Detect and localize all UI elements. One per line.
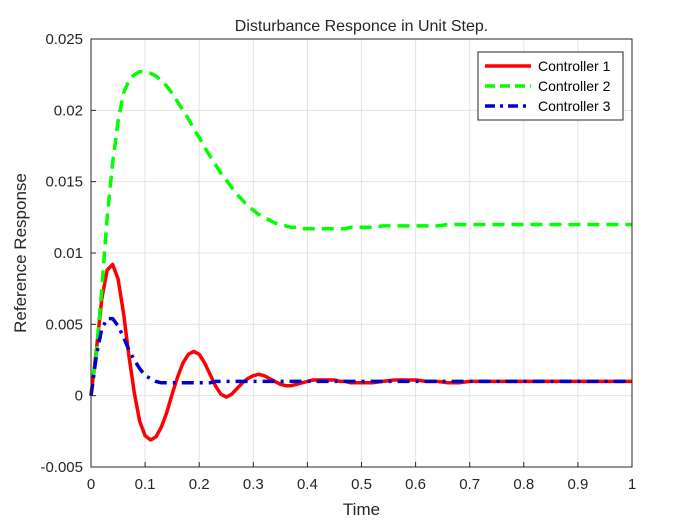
legend-label-1: Controller 1 — [538, 58, 611, 74]
y-tick-label: 0 — [75, 388, 83, 405]
x-tick-label: 0.1 — [135, 476, 156, 493]
x-tick-label: 0.8 — [513, 476, 534, 493]
legend: Controller 1 Controller 2 Controller 3 — [477, 51, 624, 121]
x-tick-label: 0 — [87, 476, 95, 493]
y-tick-label: 0.02 — [54, 102, 83, 119]
x-tick-label: 0.3 — [243, 476, 264, 493]
chart-title: Disturbance Responce in Unit Step. — [235, 18, 488, 35]
legend-label-3: Controller 3 — [538, 98, 611, 114]
x-tick-label: 0.6 — [405, 476, 426, 493]
x-tick-label: 0.7 — [459, 476, 480, 493]
x-tick-label: 0.2 — [189, 476, 210, 493]
legend-label-2: Controller 2 — [538, 78, 611, 94]
x-tick-label: 1 — [628, 476, 636, 493]
series-line-2 — [89, 70, 632, 396]
ticks: 0 0.1 0.2 0.3 0.4 0.5 0.6 0.7 0.8 0.9 1-0.00500.00… — [40, 31, 636, 493]
x-tick-label: 0.9 — [567, 476, 588, 493]
x-tick-label: 0.4 — [297, 476, 318, 493]
y-tick-label: 0.015 — [45, 174, 83, 191]
y-tick-label: 0.01 — [54, 245, 83, 262]
series-line-3 — [89, 316, 632, 396]
y-tick-label: 0.005 — [45, 316, 83, 333]
x-tick-label: 0.5 — [351, 476, 372, 493]
x-axis-label: Time — [343, 500, 380, 519]
y-tick-label: -0.005 — [40, 459, 83, 476]
series-layer — [89, 70, 632, 442]
y-axis-label: Reference Response — [11, 173, 30, 333]
y-tick-label: 0.025 — [45, 31, 83, 48]
